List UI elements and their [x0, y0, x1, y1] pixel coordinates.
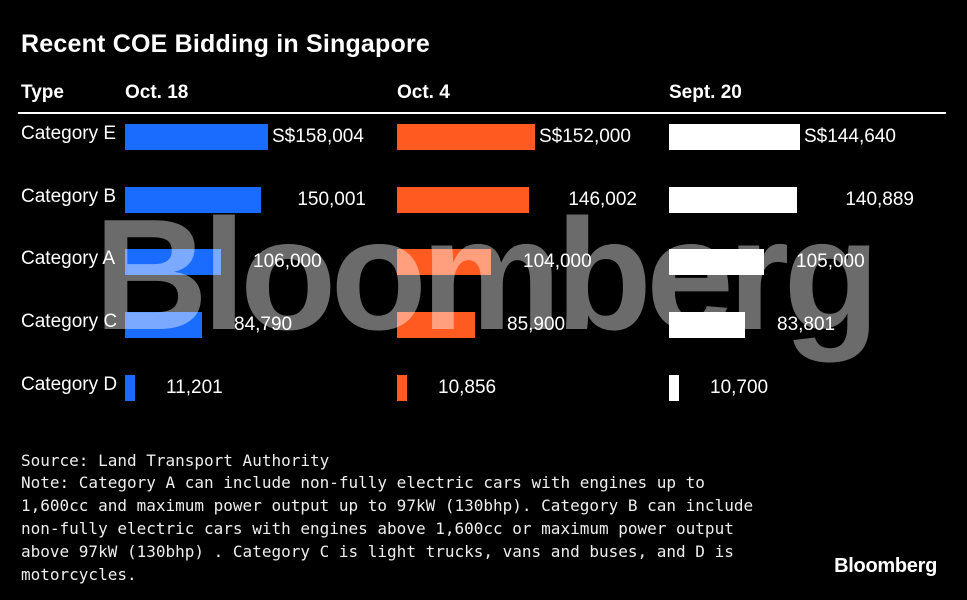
data-label: 11,201 [166, 377, 223, 398]
column-header-oct-4: Oct. 4 [397, 82, 450, 103]
bar [397, 124, 535, 150]
data-label: S$144,640 [804, 126, 896, 147]
bar [669, 312, 745, 338]
chart-title: Recent COE Bidding in Singapore [21, 30, 431, 58]
bar [669, 187, 797, 213]
data-label: 83,801 [777, 314, 836, 335]
source-text: Source: Land Transport Authority [21, 451, 330, 470]
bar [397, 249, 491, 275]
data-label: 10,700 [710, 377, 769, 398]
bar [669, 249, 764, 275]
data-label: 140,889 [845, 189, 914, 210]
data-label: 104,000 [523, 251, 592, 272]
row-category-label: Category C [21, 311, 118, 332]
bar [397, 312, 475, 338]
bar [125, 249, 221, 275]
row-category-label: Category B [21, 186, 117, 207]
row-category-label: Category D [21, 374, 118, 395]
data-label: 85,900 [507, 314, 566, 335]
data-label: 105,000 [796, 251, 865, 272]
note-text: Note: Category A can include non-fully e… [21, 473, 763, 584]
data-label: S$152,000 [539, 126, 631, 147]
column-header-oct-18: Oct. 18 [125, 82, 189, 103]
row-category-label: Category A [21, 248, 115, 269]
bar [125, 187, 261, 213]
data-label: 106,000 [253, 251, 322, 272]
column-header-sept-20: Sept. 20 [669, 82, 742, 103]
bar [397, 375, 407, 401]
bar [125, 375, 135, 401]
type-column-header: Type [21, 82, 64, 103]
bar [669, 375, 679, 401]
data-label: 150,001 [297, 189, 366, 210]
data-label: 146,002 [568, 189, 637, 210]
header-divider [18, 112, 946, 114]
bloomberg-logo: Bloomberg [834, 555, 937, 577]
bar [397, 187, 529, 213]
data-label: 10,856 [438, 377, 497, 398]
data-label: 84,790 [234, 314, 293, 335]
bar [125, 124, 268, 150]
watermark: Bloomberg [94, 187, 880, 363]
data-label: S$158,004 [272, 126, 364, 147]
bar [125, 312, 202, 338]
row-category-label: Category E [21, 123, 117, 144]
bar [669, 124, 800, 150]
